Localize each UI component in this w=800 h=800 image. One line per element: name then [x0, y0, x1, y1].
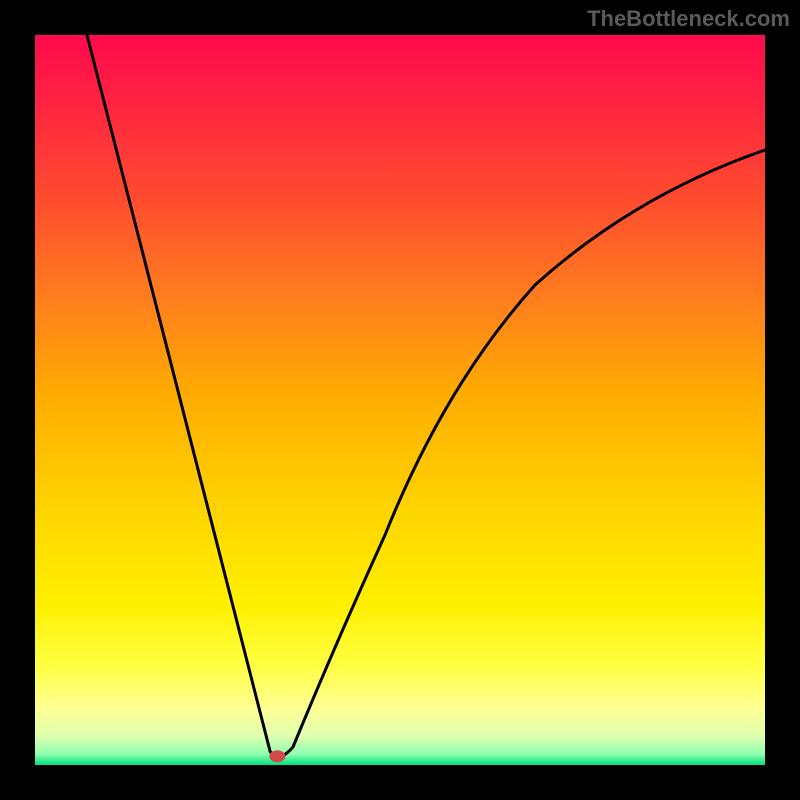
plot-svg	[35, 35, 765, 765]
gradient-background	[35, 35, 765, 765]
chart-container: TheBottleneck.com	[0, 0, 800, 800]
plot-area	[35, 35, 765, 765]
watermark-text: TheBottleneck.com	[587, 6, 790, 32]
optimum-marker	[269, 750, 285, 762]
